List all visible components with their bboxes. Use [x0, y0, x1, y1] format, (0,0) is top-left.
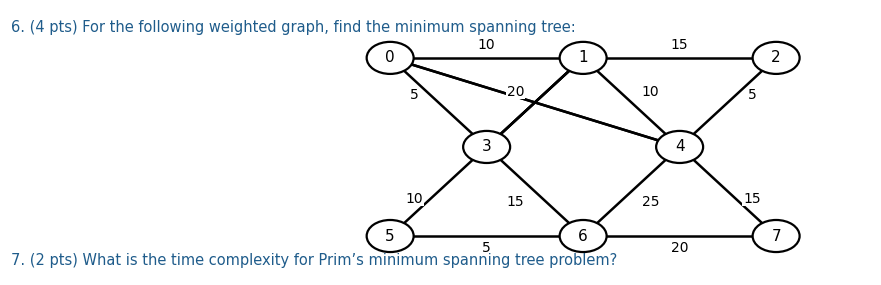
Text: 10: 10	[642, 85, 660, 99]
Text: 5: 5	[748, 88, 757, 102]
Text: 15: 15	[744, 192, 761, 205]
Text: 10: 10	[478, 38, 495, 52]
Text: 2: 2	[771, 50, 781, 65]
Text: 15: 15	[507, 195, 524, 209]
Text: 25: 25	[642, 195, 660, 209]
Text: 10: 10	[405, 192, 423, 205]
Ellipse shape	[463, 131, 510, 163]
Ellipse shape	[366, 42, 414, 74]
Text: 6: 6	[578, 229, 588, 243]
Ellipse shape	[559, 220, 607, 252]
Ellipse shape	[752, 42, 800, 74]
Ellipse shape	[656, 131, 703, 163]
Text: 20: 20	[507, 85, 524, 99]
Text: 7: 7	[771, 229, 781, 243]
Text: 3: 3	[482, 139, 492, 154]
Text: 0: 0	[385, 50, 395, 65]
Ellipse shape	[752, 220, 800, 252]
Text: 15: 15	[670, 38, 688, 52]
Text: 5: 5	[385, 229, 395, 243]
Text: 6. (4 pts) For the following weighted graph, find the minimum spanning tree:: 6. (4 pts) For the following weighted gr…	[11, 20, 575, 35]
Text: 5: 5	[410, 88, 418, 102]
Ellipse shape	[559, 42, 607, 74]
Text: 1: 1	[578, 50, 588, 65]
Ellipse shape	[366, 220, 414, 252]
Text: 7. (2 pts) What is the time complexity for Prim’s minimum spanning tree problem?: 7. (2 pts) What is the time complexity f…	[11, 253, 617, 268]
Text: 4: 4	[675, 139, 685, 154]
Text: 20: 20	[670, 241, 688, 255]
Text: 5: 5	[482, 241, 491, 255]
